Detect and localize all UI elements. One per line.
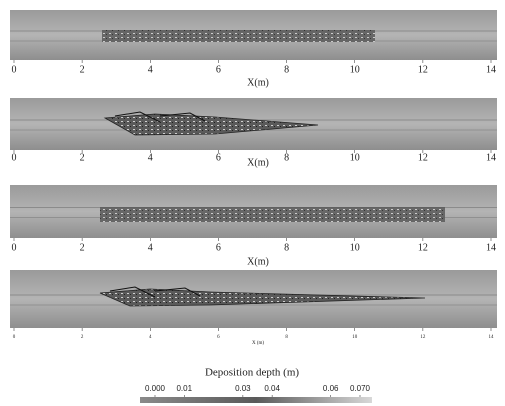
colorbar-tick-label: 0.000	[145, 384, 166, 393]
x-tick-label: 2	[80, 152, 85, 163]
x-tick-label: 4	[148, 64, 153, 75]
x-tick-label: 6	[216, 152, 221, 163]
x-tick-label: 12	[418, 64, 428, 75]
x-tick-label: 0	[12, 242, 17, 253]
x-tick-label: 14	[486, 64, 496, 75]
x-tick-label: 2	[80, 242, 85, 253]
x-tick-label: 14	[486, 152, 496, 163]
x-tick-label: 12	[418, 242, 428, 253]
colorbar-tick-label: 0.06	[323, 384, 339, 393]
x-axis-label: X(m)	[247, 256, 269, 267]
x-tick-label: 8	[284, 64, 289, 75]
x-tick-label: 14	[489, 335, 495, 340]
colorbar-tick-label: 0.01	[176, 384, 192, 393]
x-tick-label: 14	[486, 242, 496, 253]
x-tick-label: 2	[80, 64, 85, 75]
deposit	[102, 30, 375, 42]
x-tick-label: 0	[12, 64, 17, 75]
x-tick-label: 10	[350, 152, 360, 163]
colorbar-tick-label: 0.03	[235, 384, 251, 393]
x-tick-label: 10	[350, 64, 360, 75]
colorbar-title: Deposition depth (m)	[205, 367, 299, 379]
x-tick-label: 4	[149, 335, 152, 340]
x-tick-label: 6	[217, 335, 220, 340]
colorbar-tick-label: 0.070	[350, 384, 371, 393]
x-tick-label: 6	[216, 242, 221, 253]
colorbar-tick-label: 0.04	[264, 384, 280, 393]
x-tick-label: 12	[418, 152, 428, 163]
x-tick-label: 12	[420, 335, 426, 340]
x-tick-label: 10	[350, 242, 360, 253]
deposit	[100, 207, 445, 222]
x-tick-label: 4	[148, 242, 153, 253]
x-axis-label: X(m)	[247, 77, 269, 88]
x-tick-label: 10	[352, 335, 358, 340]
x-tick-label: 4	[148, 152, 153, 163]
x-axis-label: X(m)	[247, 157, 269, 168]
x-tick-label: 8	[284, 242, 289, 253]
figure: Deposition depth (m) 0 2 4 6 8 10 12 14 X(m) 0 2 4 6…	[0, 0, 505, 406]
x-tick-label: 6	[216, 64, 221, 75]
x-tick-label: 8	[284, 152, 289, 163]
colorbar	[140, 397, 372, 403]
x-tick-label: 2	[81, 335, 84, 340]
x-tick-label: 0	[13, 335, 16, 340]
x-axis-label: X (m)	[252, 341, 264, 346]
x-tick-label: 0	[12, 152, 17, 163]
x-tick-label: 8	[285, 335, 288, 340]
